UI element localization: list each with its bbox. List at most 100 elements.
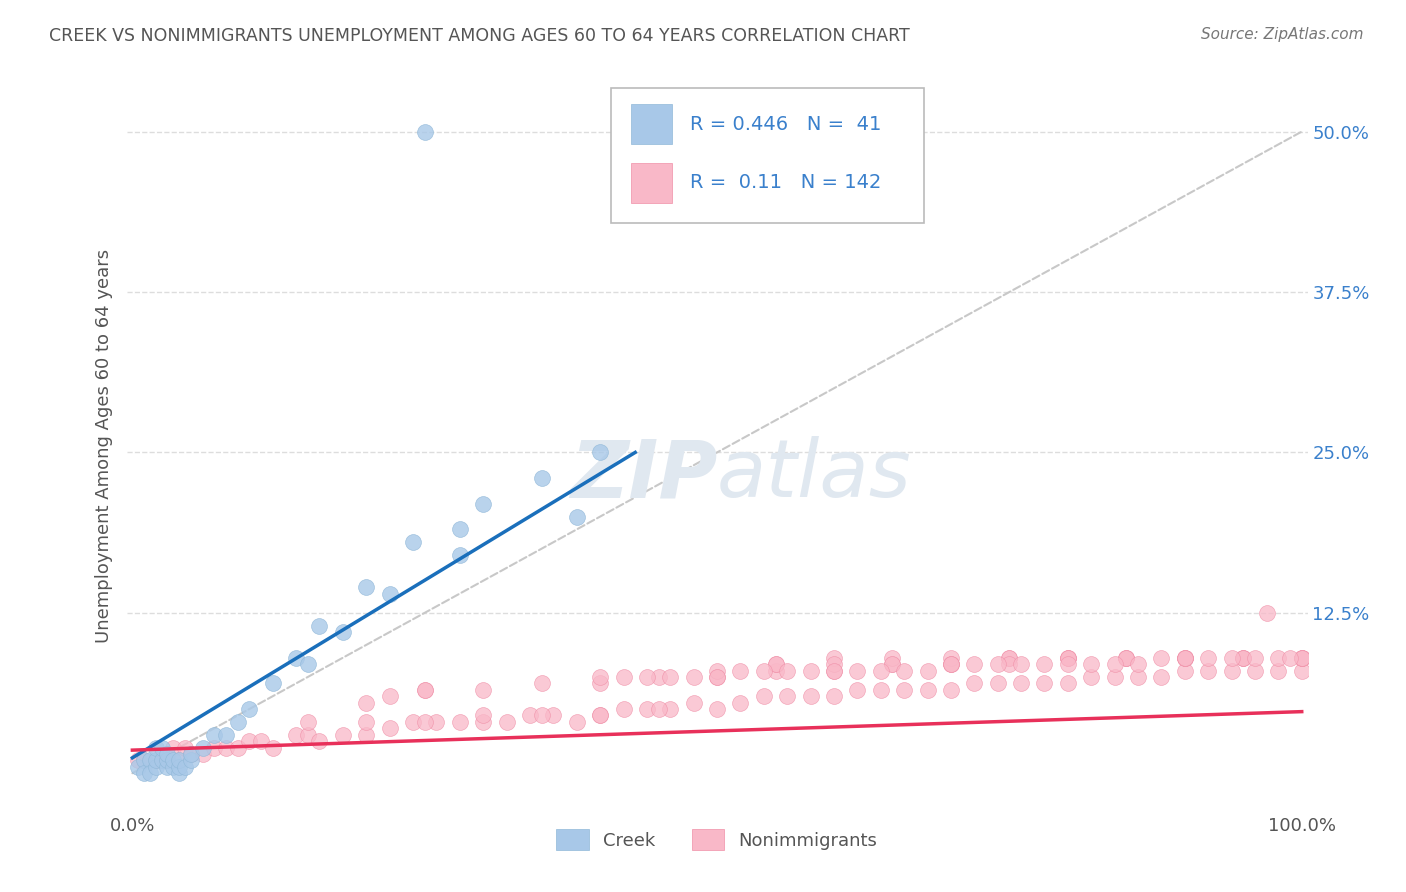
- Point: [1174, 664, 1197, 678]
- Point: [1057, 657, 1080, 672]
- Point: [250, 734, 273, 748]
- Point: [846, 682, 869, 697]
- Point: [413, 682, 436, 697]
- Point: [530, 471, 553, 485]
- Point: [636, 670, 658, 684]
- Point: [823, 664, 845, 678]
- Point: [156, 760, 179, 774]
- Point: [238, 702, 260, 716]
- Point: [167, 753, 190, 767]
- Point: [354, 714, 377, 729]
- Point: [226, 714, 249, 729]
- Point: [402, 535, 425, 549]
- Point: [215, 740, 238, 755]
- Point: [636, 702, 658, 716]
- Point: [180, 753, 202, 767]
- Point: [425, 714, 447, 729]
- Point: [202, 740, 225, 755]
- Point: [776, 690, 799, 704]
- Point: [191, 740, 214, 755]
- Point: [285, 650, 308, 665]
- Point: [882, 650, 904, 665]
- Point: [1232, 650, 1254, 665]
- Point: [1115, 650, 1137, 665]
- Point: [647, 702, 669, 716]
- Point: [413, 125, 436, 139]
- Point: [706, 702, 728, 716]
- Point: [378, 690, 401, 704]
- Point: [449, 548, 471, 562]
- Point: [156, 747, 179, 761]
- Point: [730, 664, 752, 678]
- Point: [215, 728, 238, 742]
- Point: [765, 657, 787, 672]
- Point: [145, 740, 167, 755]
- Point: [869, 664, 891, 678]
- Point: [682, 696, 704, 710]
- Point: [998, 650, 1021, 665]
- Point: [869, 682, 891, 697]
- Point: [162, 753, 184, 767]
- Point: [882, 657, 904, 672]
- Point: [1115, 650, 1137, 665]
- Text: R = 0.446   N =  41: R = 0.446 N = 41: [690, 115, 882, 134]
- Point: [156, 753, 179, 767]
- Point: [354, 696, 377, 710]
- Point: [565, 509, 588, 524]
- Point: [1126, 670, 1149, 684]
- Point: [297, 728, 319, 742]
- Point: [297, 714, 319, 729]
- Point: [1057, 650, 1080, 665]
- Point: [917, 664, 939, 678]
- Point: [543, 708, 565, 723]
- Point: [1291, 650, 1313, 665]
- Point: [1244, 664, 1267, 678]
- Point: [565, 714, 588, 729]
- Point: [1291, 650, 1313, 665]
- Point: [354, 580, 377, 594]
- Legend: Creek, Nonimmigrants: Creek, Nonimmigrants: [550, 822, 884, 857]
- Point: [519, 708, 541, 723]
- Point: [1291, 650, 1313, 665]
- Point: [706, 664, 728, 678]
- Point: [174, 740, 197, 755]
- Point: [939, 682, 962, 697]
- Point: [1057, 650, 1080, 665]
- Point: [413, 714, 436, 729]
- Point: [1279, 650, 1302, 665]
- Point: [413, 682, 436, 697]
- Point: [939, 657, 962, 672]
- Point: [1197, 650, 1219, 665]
- Text: Source: ZipAtlas.com: Source: ZipAtlas.com: [1201, 27, 1364, 42]
- Point: [472, 714, 495, 729]
- Point: [308, 618, 330, 632]
- Point: [238, 734, 260, 748]
- Point: [472, 497, 495, 511]
- Point: [472, 682, 495, 697]
- Point: [1010, 657, 1032, 672]
- Point: [823, 650, 845, 665]
- Point: [162, 760, 184, 774]
- Point: [1057, 650, 1080, 665]
- Point: [1174, 650, 1197, 665]
- Point: [1220, 664, 1243, 678]
- FancyBboxPatch shape: [610, 87, 924, 223]
- Point: [752, 664, 775, 678]
- Point: [893, 664, 915, 678]
- Point: [765, 657, 787, 672]
- Point: [1057, 676, 1080, 690]
- Point: [1104, 657, 1126, 672]
- Point: [378, 586, 401, 600]
- Point: [180, 747, 202, 761]
- Point: [1244, 650, 1267, 665]
- Point: [846, 664, 869, 678]
- Point: [1104, 670, 1126, 684]
- Point: [1174, 650, 1197, 665]
- Point: [1291, 650, 1313, 665]
- Point: [882, 657, 904, 672]
- Point: [823, 664, 845, 678]
- Point: [174, 760, 197, 774]
- Point: [530, 708, 553, 723]
- Point: [167, 753, 190, 767]
- Point: [1033, 657, 1056, 672]
